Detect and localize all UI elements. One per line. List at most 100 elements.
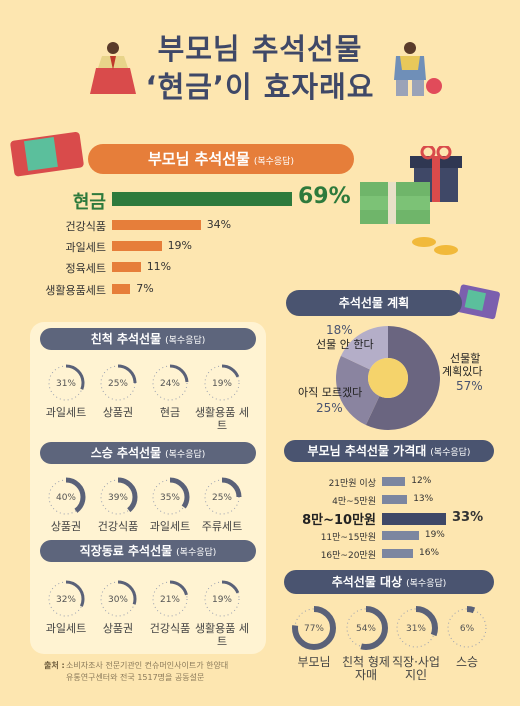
parents-bar-label: 생활용품세트 bbox=[45, 284, 106, 297]
parents-bar-value: 34% bbox=[206, 218, 232, 231]
target-ring: 54% bbox=[344, 606, 388, 650]
left-panel bbox=[30, 322, 266, 654]
colleague-gift-banner: 직장동료 추석선물 (복수응답) bbox=[40, 540, 256, 562]
relatives_gift-ring-arc bbox=[203, 364, 241, 402]
parents-bar-label: 현금 bbox=[72, 192, 106, 213]
teacher_gift-ring-value: 40% bbox=[56, 493, 76, 503]
plan-slice bbox=[340, 326, 388, 370]
colleague_gift-ring: 19% bbox=[203, 580, 241, 618]
target-ring-arc bbox=[344, 606, 388, 650]
target-ring: 6% bbox=[445, 606, 489, 650]
colleague_gift-ring-track bbox=[152, 581, 188, 617]
plan-slice-label: 아직 모르겠다 bbox=[298, 386, 362, 399]
relatives_gift-ring-arc bbox=[47, 364, 85, 402]
teacher_gift-ring-value: 39% bbox=[108, 493, 128, 503]
teacher_gift-ring-value: 25% bbox=[212, 493, 232, 503]
relatives_gift-ring-value: 19% bbox=[212, 379, 232, 389]
relatives_gift-ring-label: 현금 bbox=[159, 406, 181, 419]
teacher_gift-ring-arc bbox=[202, 477, 242, 517]
page-title-line2: ‘현금’이 효자래요 bbox=[145, 70, 375, 104]
price-bar-value: 19% bbox=[424, 530, 445, 540]
parents-bar-label: 정육세트 bbox=[65, 262, 106, 275]
parents-bar-value: 19% bbox=[167, 239, 193, 252]
colleague_gift-ring-value: 32% bbox=[56, 595, 76, 605]
plan-slice-label: 선물할 계획있다 bbox=[442, 352, 482, 378]
target-ring-value: 54% bbox=[356, 624, 376, 634]
price-bar-label: 4만~5만원 bbox=[332, 497, 376, 507]
teacher_gift-ring-label: 과일세트 bbox=[149, 520, 191, 533]
parents-bar-value: 11% bbox=[146, 260, 172, 273]
colleague_gift-ring-value: 21% bbox=[160, 595, 180, 605]
target-ring-arc bbox=[445, 606, 489, 650]
price-bar-value: 33% bbox=[452, 510, 484, 525]
parents-bar bbox=[112, 192, 292, 206]
relatives_gift-ring-value: 25% bbox=[108, 379, 128, 389]
colleague_gift-ring: 21% bbox=[151, 580, 189, 618]
plan-banner: 추석선물 계획 bbox=[286, 290, 462, 316]
gift-envelope-illustration bbox=[10, 131, 84, 177]
parents-bar bbox=[112, 220, 201, 230]
plan-slice bbox=[365, 326, 440, 430]
parents-gift-note: (복수응답) bbox=[253, 157, 294, 167]
relatives_gift-ring-label: 과일세트 bbox=[45, 406, 87, 419]
price-bar bbox=[382, 531, 419, 540]
teacher-gift-title: 스승 추석선물 bbox=[90, 446, 162, 460]
plan-slice-value: 18% bbox=[326, 323, 353, 337]
plan-slice-value: 25% bbox=[316, 401, 343, 415]
relatives_gift-ring-label: 상품권 bbox=[102, 406, 134, 419]
hanbok-woman-illustration bbox=[90, 42, 136, 94]
parents-bar bbox=[112, 284, 131, 294]
relatives-gift-title: 친척 추석선물 bbox=[90, 332, 162, 346]
target-banner: 추석선물 대상 (복수응답) bbox=[284, 570, 494, 594]
colleague_gift-ring-value: 30% bbox=[108, 595, 128, 605]
source-label: 출처 : bbox=[44, 661, 65, 670]
teacher_gift-ring-label: 건강식품 bbox=[97, 520, 139, 533]
teacher_gift-ring: 39% bbox=[98, 477, 138, 517]
relatives-gift-banner: 친척 추석선물 (복수응답) bbox=[40, 328, 256, 350]
colleague_gift-ring-arc bbox=[151, 580, 189, 618]
teacher_gift-ring-value: 35% bbox=[160, 493, 180, 503]
plan-slice-label: 선물 안 한다 bbox=[316, 338, 374, 351]
colleague_gift-ring: 32% bbox=[47, 580, 85, 618]
colleague_gift-ring-label: 과일세트 bbox=[45, 622, 87, 635]
plan-slice-value: 57% bbox=[456, 379, 483, 393]
target-ring-value: 77% bbox=[304, 624, 324, 634]
price-bar bbox=[382, 513, 446, 525]
target-ring-arc bbox=[394, 606, 438, 650]
parents-bar-value: 7% bbox=[136, 282, 154, 295]
colleague_gift-ring: 30% bbox=[99, 580, 137, 618]
gift-envelope-small-illustration bbox=[456, 284, 500, 320]
target-ring-label: 스승 bbox=[455, 655, 479, 669]
source-line2: 유통연구센터와 전국 1517명을 공동설문 bbox=[66, 673, 205, 682]
target-ring: 31% bbox=[394, 606, 438, 650]
colleague-gift-title: 직장동료 추석선물 bbox=[79, 544, 173, 558]
price-bar-value: 16% bbox=[419, 548, 440, 558]
price-bar-value: 12% bbox=[411, 476, 432, 486]
price-bar-value: 13% bbox=[413, 494, 434, 504]
plan-donut-center bbox=[368, 358, 408, 398]
target-ring-label: 친척 형제 자매 bbox=[342, 655, 390, 682]
colleague_gift-ring-label: 생활용품 세트 bbox=[194, 622, 250, 648]
price-bar-label: 21만원 이상 bbox=[328, 479, 376, 489]
teacher-gift-banner: 스승 추석선물 (복수응답) bbox=[40, 442, 256, 464]
target-ring-label: 직장·사업 지인 bbox=[392, 655, 440, 682]
price-banner: 부모님 추석선물 가격대 (복수응답) bbox=[284, 440, 494, 462]
relatives_gift-ring: 24% bbox=[151, 364, 189, 402]
relatives_gift-ring-track bbox=[152, 365, 188, 401]
price-note: (복수응답) bbox=[430, 448, 471, 458]
page-title-line1: 부모님 추석선물 bbox=[157, 32, 363, 66]
price-bar-label: 11만~15만원 bbox=[320, 533, 376, 543]
parents-bar-label: 건강식품 bbox=[65, 220, 106, 233]
parents-bar-label: 과일세트 bbox=[65, 241, 106, 254]
relatives_gift-ring: 19% bbox=[203, 364, 241, 402]
teacher_gift-ring-arc bbox=[98, 477, 138, 517]
teacher_gift-ring-arc bbox=[46, 477, 86, 517]
parents-gift-banner: 부모님 추석선물 (복수응답) bbox=[88, 144, 354, 174]
relatives_gift-ring: 25% bbox=[99, 364, 137, 402]
price-bar bbox=[382, 477, 406, 486]
colleague_gift-ring-arc bbox=[99, 580, 137, 618]
parents-bar-value: 69% bbox=[298, 184, 351, 209]
plan-slice bbox=[336, 355, 380, 426]
teacher_gift-ring-label: 주류세트 bbox=[201, 520, 243, 533]
